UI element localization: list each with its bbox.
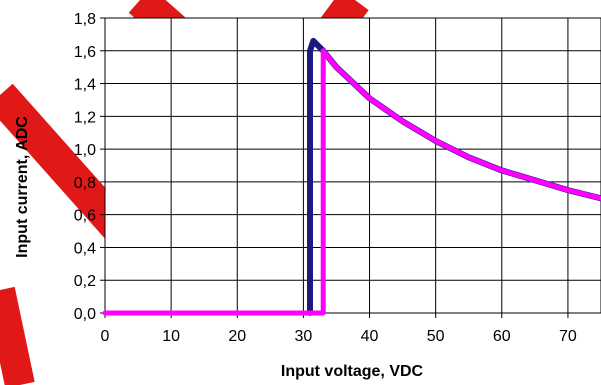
y-tick-label: 0,2 bbox=[74, 273, 96, 290]
y-tick-label: 1,6 bbox=[74, 44, 96, 61]
x-tick-label: 50 bbox=[427, 328, 445, 345]
y-tick-label: 0,4 bbox=[74, 240, 96, 257]
x-tick-label: 60 bbox=[493, 328, 511, 345]
x-tick-label: 40 bbox=[361, 328, 379, 345]
series-line-2 bbox=[102, 48, 601, 316]
x-tick-label: 0 bbox=[101, 328, 110, 345]
plot-frame bbox=[104, 17, 601, 314]
x-tick-label: 20 bbox=[228, 328, 246, 345]
y-tick-label: 1,0 bbox=[74, 142, 96, 159]
watermark-stroke bbox=[0, 286, 35, 385]
y-axis-title: Input current, ADC bbox=[14, 116, 31, 258]
y-tick-label: 1,2 bbox=[74, 109, 96, 126]
y-tick-label: 1,8 bbox=[74, 11, 96, 28]
y-tick-label: 0,6 bbox=[74, 208, 96, 225]
watermark-stroke bbox=[0, 83, 133, 242]
x-tick-label: 70 bbox=[559, 328, 577, 345]
x-axis-title: Input voltage, VDC bbox=[281, 363, 424, 380]
grid bbox=[100, 17, 601, 318]
y-tick-label: 0,0 bbox=[74, 306, 96, 323]
x-tick-label: 10 bbox=[162, 328, 180, 345]
y-tick-label: 1,4 bbox=[74, 77, 96, 94]
x-tick-label: 30 bbox=[295, 328, 313, 345]
y-tick-label: 0,8 bbox=[74, 175, 96, 192]
series-group bbox=[102, 37, 601, 316]
tick-labels: 0 10 20 30 40 50 60 70 0,0 0,2 0,4 0,6 0,8 1,0 1,2 1,4 1… bbox=[74, 11, 577, 345]
plot-area bbox=[104, 17, 601, 314]
